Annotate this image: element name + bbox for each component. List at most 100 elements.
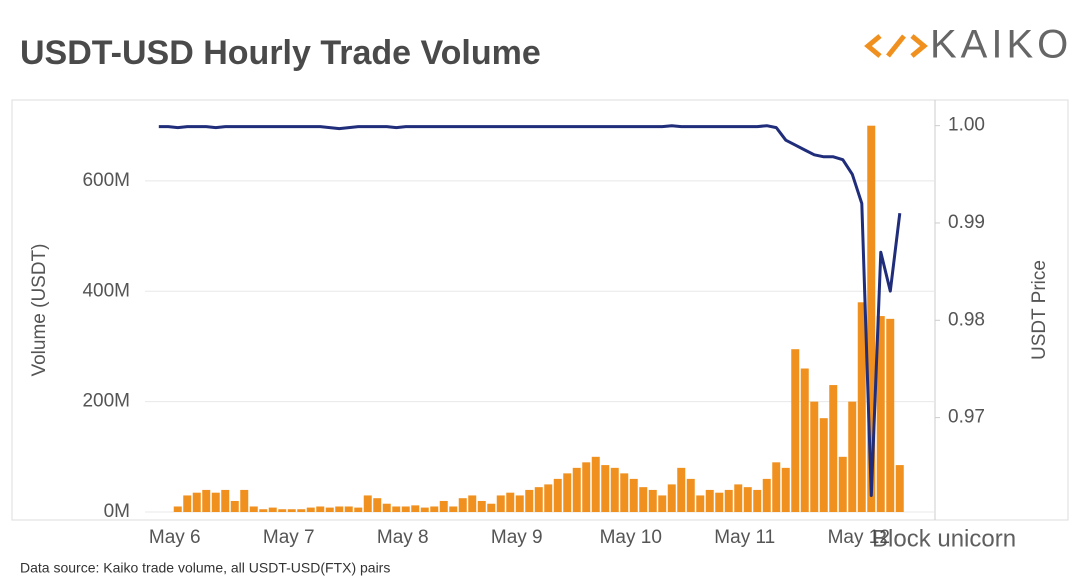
bar (629, 478, 638, 512)
bar (781, 467, 790, 512)
bar (667, 484, 676, 512)
x-tick-label: May 10 (600, 527, 662, 548)
bar (392, 506, 401, 512)
bar (173, 506, 182, 512)
bar (705, 489, 714, 512)
bar (838, 456, 847, 512)
bar (639, 487, 648, 512)
bar (259, 509, 268, 512)
bar (202, 489, 211, 512)
y2-tick-label: 0.98 (948, 309, 985, 330)
bar (373, 498, 382, 512)
bar (477, 500, 486, 512)
bar (487, 503, 496, 512)
bar (762, 478, 771, 512)
bar (819, 418, 828, 512)
bar (658, 495, 667, 512)
x-tick-label: May 12 (828, 527, 890, 548)
bar (506, 492, 515, 512)
bar (848, 401, 857, 512)
bar (297, 509, 306, 512)
bar (515, 495, 524, 512)
bar (411, 505, 420, 512)
bar (601, 465, 610, 512)
bar (696, 495, 705, 512)
price-line (158, 124, 902, 497)
bar (249, 506, 258, 512)
bar (582, 462, 591, 512)
y-tick-label: 600M (82, 170, 130, 191)
y-tick-label: 400M (82, 280, 130, 301)
y-axis-label: Volume (USDT) (29, 243, 50, 376)
bar (772, 462, 781, 512)
bar (230, 500, 239, 512)
bar (553, 478, 562, 512)
bar (753, 489, 762, 512)
bar (192, 492, 201, 512)
bar (591, 456, 600, 512)
x-tick-label: May 7 (263, 527, 315, 548)
bar (449, 506, 458, 512)
chart-title: USDT-USD Hourly Trade Volume (20, 34, 541, 72)
frame (11, 99, 1069, 521)
bar (382, 503, 391, 512)
bar (439, 500, 448, 512)
bar (572, 467, 581, 512)
bar (325, 507, 334, 512)
bar (610, 467, 619, 512)
bar (240, 489, 249, 512)
bar (278, 509, 287, 512)
bar (221, 489, 230, 512)
bar (867, 125, 876, 513)
bar (534, 487, 543, 512)
bar (468, 495, 477, 512)
x-tick-label: May 9 (491, 527, 543, 548)
bar (563, 473, 572, 512)
y2-axis-label: USDT Price (1029, 260, 1050, 360)
x-tick-label: May 11 (714, 527, 775, 548)
bar (895, 465, 904, 512)
y2-tick-label: 0.97 (948, 407, 985, 428)
bar (335, 506, 344, 512)
y-tick-label: 200M (82, 391, 130, 412)
brand: KAIKO (930, 23, 1072, 67)
y2-tick-label: 0.99 (948, 212, 985, 233)
bar (420, 507, 429, 512)
source-note: Data source: Kaiko trade volume, all USD… (20, 560, 390, 576)
bar (354, 507, 363, 512)
bar (401, 506, 410, 512)
bar (829, 385, 838, 512)
bar (268, 507, 277, 512)
x-tick-label: May 6 (149, 527, 201, 548)
bar (458, 498, 467, 512)
watermark: Block unicorn (872, 525, 1016, 552)
bar (211, 492, 220, 512)
bar (876, 316, 885, 512)
bar (857, 302, 866, 512)
x-tick-label: May 8 (377, 527, 429, 548)
bar (287, 509, 296, 512)
bar (344, 506, 353, 512)
bar (183, 495, 192, 512)
bar (525, 489, 534, 512)
bar (496, 495, 505, 512)
bar (791, 349, 800, 512)
logo-icon (864, 34, 928, 58)
bar (886, 318, 895, 512)
bar (306, 507, 315, 512)
bar (686, 478, 695, 512)
y-tick-label: 0M (104, 501, 130, 522)
bar (677, 467, 686, 512)
bar (715, 492, 724, 512)
bar (430, 506, 439, 512)
y2-tick-label: 1.00 (948, 115, 985, 136)
bar (316, 506, 325, 512)
bar (724, 489, 733, 512)
bar (620, 473, 629, 512)
bar (544, 484, 553, 512)
bar (810, 401, 819, 512)
bar (743, 487, 752, 512)
bar (648, 489, 657, 512)
bar (363, 495, 372, 512)
